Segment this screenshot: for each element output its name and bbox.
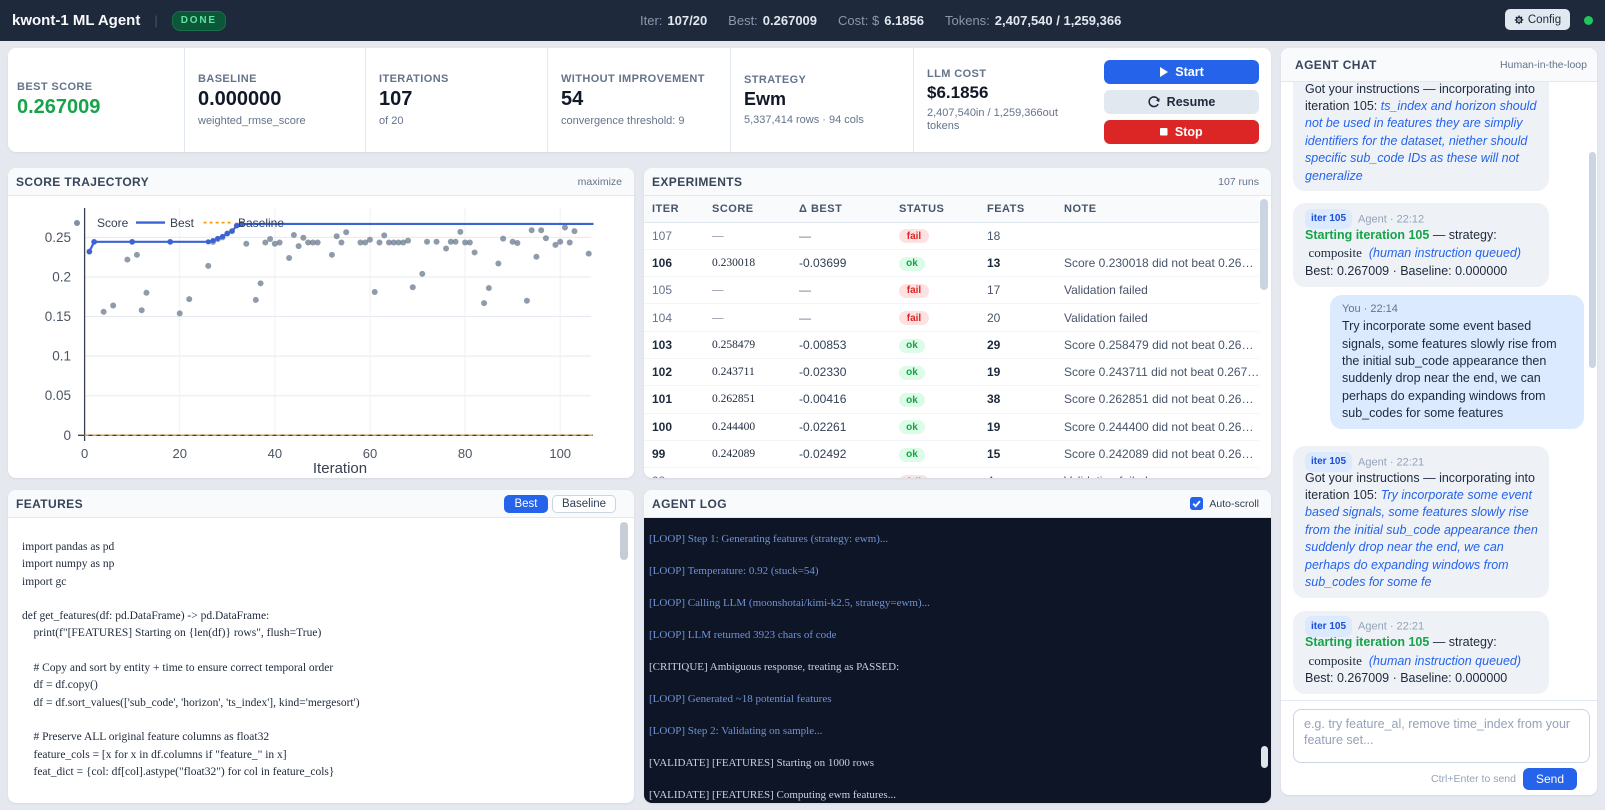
svg-text:Baseline: Baseline — [238, 216, 284, 230]
svg-text:60: 60 — [363, 446, 377, 461]
svg-text:0: 0 — [81, 446, 88, 461]
svg-text:0.25: 0.25 — [45, 230, 71, 245]
svg-text:0.2: 0.2 — [52, 269, 71, 284]
svg-text:Iteration: Iteration — [313, 460, 367, 477]
svg-text:Best: Best — [170, 216, 195, 230]
svg-text:Score: Score — [97, 216, 129, 230]
svg-text:0: 0 — [63, 428, 71, 443]
svg-text:0.15: 0.15 — [45, 309, 71, 324]
svg-text:20: 20 — [172, 446, 186, 461]
svg-text:0.1: 0.1 — [52, 349, 71, 364]
svg-text:80: 80 — [458, 446, 472, 461]
svg-text:0.05: 0.05 — [45, 388, 71, 403]
svg-text:100: 100 — [549, 446, 571, 461]
svg-text:40: 40 — [268, 446, 282, 461]
